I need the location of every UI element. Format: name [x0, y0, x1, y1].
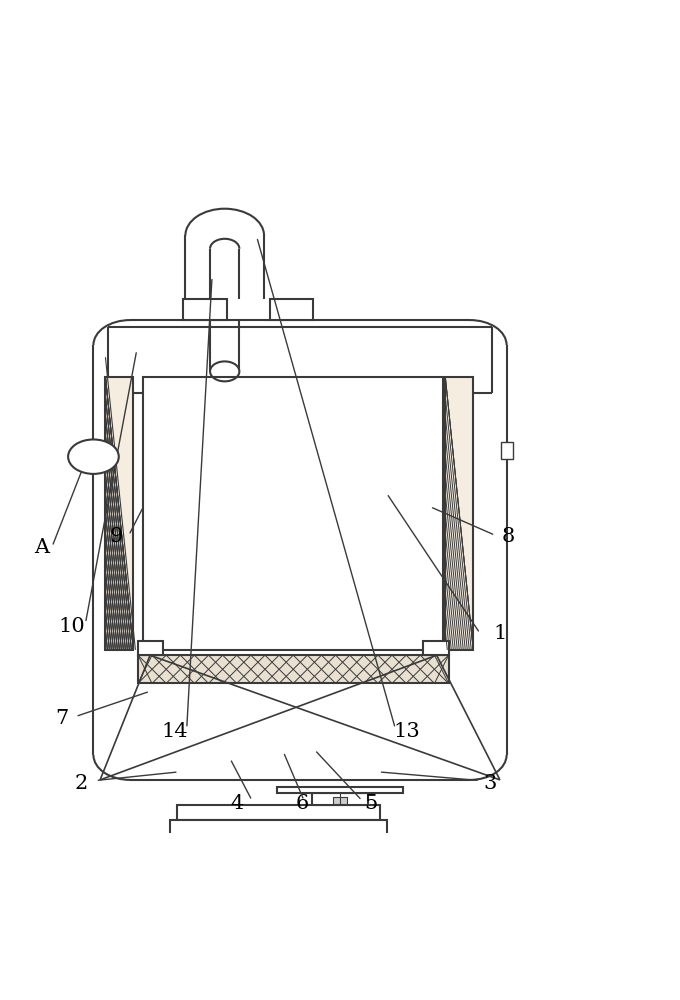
Bar: [170, 820, 387, 843]
Text: 13: 13: [393, 722, 420, 741]
Bar: [85, 451, 102, 463]
Text: 5: 5: [364, 794, 378, 813]
Text: 2: 2: [75, 774, 88, 793]
Bar: [501, 442, 513, 459]
Bar: [143, 377, 443, 650]
Text: 4: 4: [230, 794, 243, 813]
Text: A: A: [35, 538, 50, 557]
Ellipse shape: [68, 439, 119, 474]
Bar: [184, 299, 226, 320]
Bar: [445, 377, 473, 650]
Text: 3: 3: [483, 774, 496, 793]
Text: 8: 8: [501, 527, 515, 546]
Bar: [333, 797, 347, 804]
Bar: [105, 377, 133, 650]
Bar: [423, 641, 449, 655]
Bar: [270, 299, 313, 320]
Bar: [138, 641, 163, 655]
Text: 1: 1: [493, 624, 507, 643]
Bar: [177, 805, 380, 820]
Text: 14: 14: [161, 722, 188, 741]
Text: 9: 9: [110, 527, 124, 546]
Text: 7: 7: [55, 709, 68, 728]
Bar: [277, 787, 403, 793]
Bar: [311, 793, 369, 805]
Text: 10: 10: [58, 617, 86, 636]
Text: 6: 6: [295, 794, 309, 813]
Bar: [138, 655, 449, 683]
